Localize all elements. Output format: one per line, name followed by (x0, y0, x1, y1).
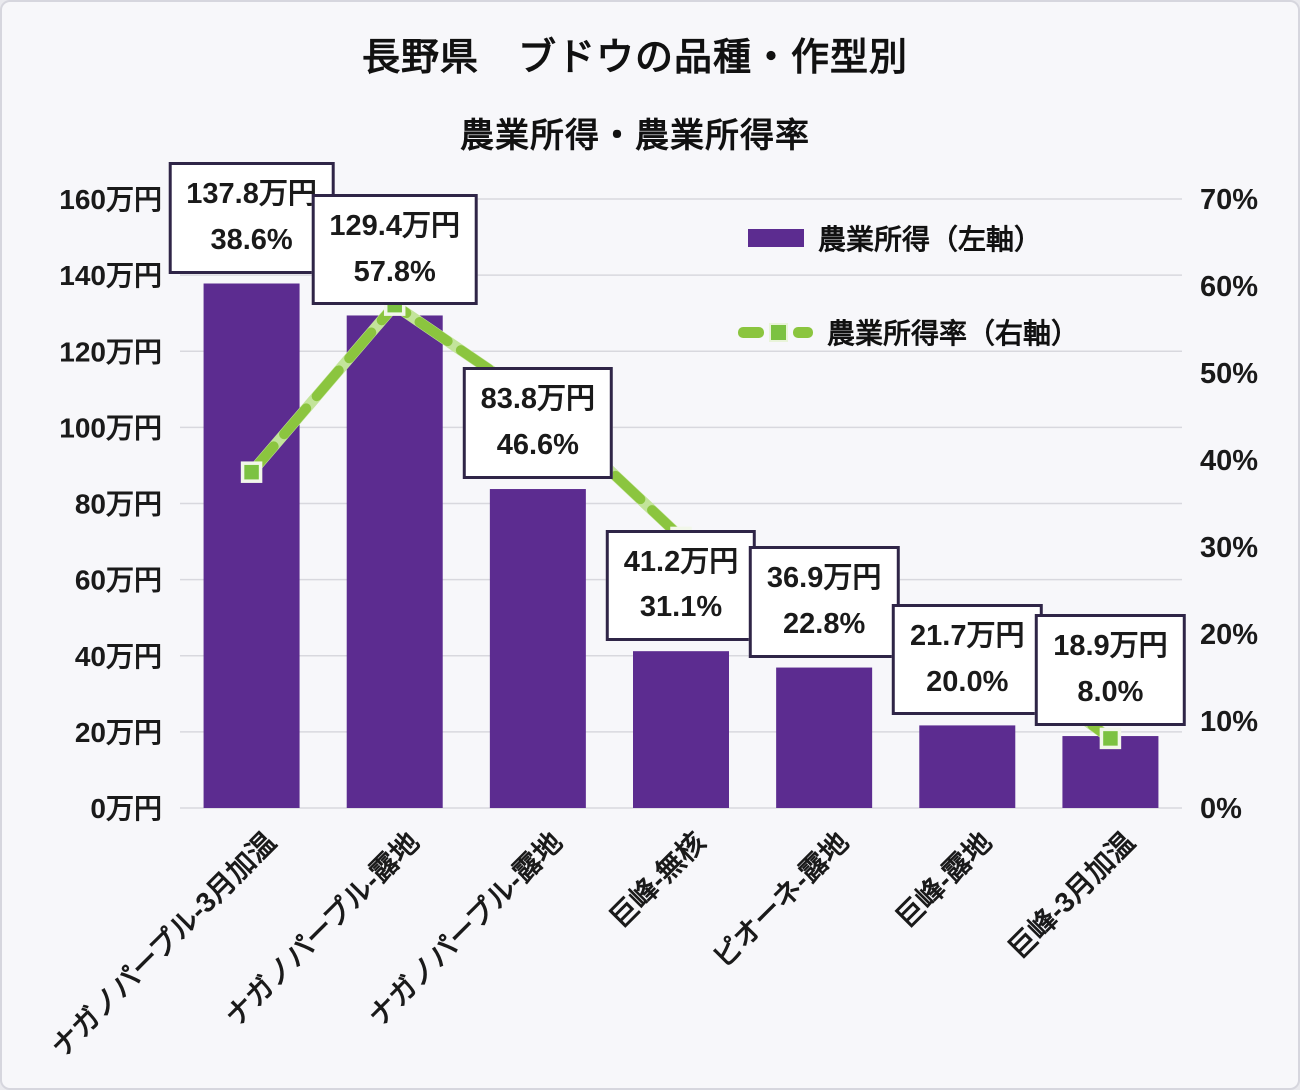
line-dash-icon (738, 326, 764, 338)
data-label-line: 129.4万円 (329, 209, 460, 242)
data-label-line: 8.0% (1077, 676, 1144, 709)
left-axis-tick-label: 40万円 (75, 641, 162, 672)
bar-series-swatch (748, 229, 804, 247)
income-bar (776, 667, 873, 808)
line-dash-icon (793, 326, 813, 338)
data-label-box: 129.4万円 57.8% (311, 193, 478, 306)
income-bar (633, 651, 729, 808)
left-axis-tick-label: 120万円 (59, 336, 162, 367)
left-axis-tick-label: 140万円 (59, 260, 162, 291)
data-label-box: 137.8万円 38.6% (168, 161, 335, 274)
income-bar (203, 283, 300, 808)
line-series-swatch (738, 322, 813, 342)
data-label-box: 21.7万円 20.0% (892, 603, 1043, 716)
income-bar (919, 725, 1016, 808)
left-axis-tick-label: 20万円 (75, 717, 162, 748)
right-axis-tick-label: 0% (1200, 793, 1242, 825)
right-axis-tick-label: 40% (1200, 445, 1258, 477)
right-axis-tick-label: 70% (1200, 184, 1258, 216)
line-marker-icon (769, 322, 788, 342)
data-label-line: 83.8万円 (480, 383, 596, 416)
data-label-line: 38.6% (210, 223, 293, 256)
right-axis-tick-label: 30% (1200, 532, 1258, 564)
data-label-line: 41.2万円 (623, 545, 739, 578)
category-label: 巨峰-3月加温 (1002, 826, 1141, 965)
data-label-line: 20.0% (926, 665, 1009, 698)
chart-title: 長野県 ブドウの品種・作型別 (361, 37, 908, 79)
category-label: 巨峰-露地 (890, 826, 998, 934)
right-axis-tick-label: 20% (1200, 619, 1258, 651)
data-label-line: 46.6% (496, 429, 579, 462)
data-label-line: 21.7万円 (910, 619, 1025, 652)
income-bar (346, 315, 443, 808)
left-axis-tick-label: 80万円 (75, 489, 162, 520)
chart-subtitle: 農業所得・農業所得率 (460, 117, 810, 155)
category-label: 巨峰-無核 (604, 826, 712, 934)
category-label: ピオーネ-露地 (707, 826, 854, 973)
left-axis-tick-label: 100万円 (59, 412, 162, 443)
left-axis-tick-label: 160万円 (59, 184, 162, 215)
data-label-line: 57.8% (353, 255, 436, 288)
rate-marker (240, 461, 263, 483)
data-label-line: 31.1% (639, 591, 723, 624)
legend-item-income-rate: 農業所得率（右軸） (738, 312, 1079, 352)
data-label-box: 83.8万円 46.6% (462, 367, 614, 480)
legend-item-income: 農業所得（左軸） (748, 218, 1042, 258)
right-axis-tick-label: 60% (1200, 271, 1258, 303)
legend-label-income-rate: 農業所得率（右軸） (827, 318, 1080, 349)
left-axis-tick-label: 0万円 (90, 793, 162, 824)
legend-label-income: 農業所得（左軸） (818, 224, 1043, 255)
data-label-line: 36.9万円 (766, 561, 882, 594)
data-label-box: 36.9万円 22.8% (748, 545, 900, 658)
data-label-box: 41.2万円 31.1% (605, 529, 757, 642)
rate-marker (1099, 727, 1122, 750)
category-label: ナガノパープル-3月加温 (45, 826, 281, 1062)
data-label-line: 18.9万円 (1053, 630, 1168, 663)
data-label-box: 18.9万円 8.0% (1035, 614, 1186, 727)
right-axis-tick-label: 10% (1200, 706, 1258, 738)
income-bar (489, 489, 586, 808)
data-label-line: 22.8% (783, 607, 866, 640)
left-axis-tick-label: 60万円 (75, 565, 162, 596)
right-axis-tick-label: 50% (1200, 358, 1258, 390)
data-label-line: 137.8万円 (186, 177, 317, 210)
